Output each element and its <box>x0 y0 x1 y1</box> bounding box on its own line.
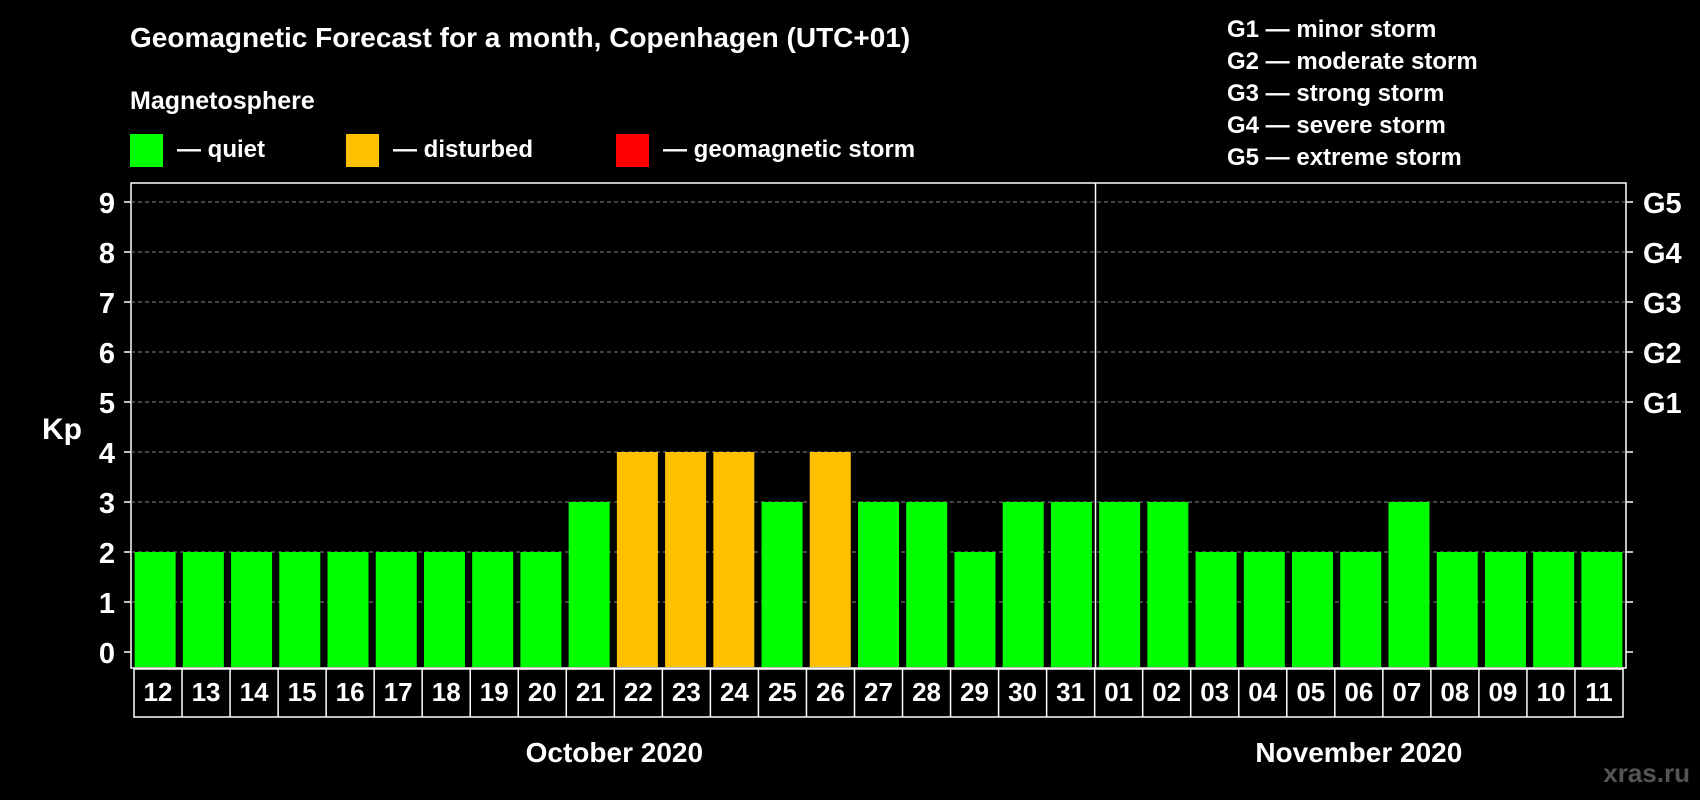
bar <box>1195 552 1237 667</box>
bar <box>1243 552 1285 667</box>
x-tick-label: 31 <box>1056 677 1085 707</box>
bar <box>713 452 755 667</box>
bar <box>520 552 562 667</box>
y-tick-label: 9 <box>99 188 115 220</box>
y-tick-label: 5 <box>99 388 115 420</box>
y-tick-label: 1 <box>99 588 115 620</box>
bar <box>761 502 803 667</box>
bar <box>1388 502 1430 667</box>
x-tick-label: 20 <box>528 677 557 707</box>
x-tick-label: 28 <box>912 677 941 707</box>
x-tick-label: 22 <box>624 677 653 707</box>
bar <box>472 552 514 667</box>
x-tick-label: 08 <box>1440 677 1469 707</box>
right-axis-label: G1 <box>1643 388 1682 420</box>
bar <box>1484 552 1526 667</box>
x-tick-label: 19 <box>480 677 509 707</box>
x-tick-label: 12 <box>144 677 173 707</box>
bar <box>1340 552 1382 667</box>
y-tick-label: 0 <box>99 638 115 670</box>
bar <box>1533 552 1575 667</box>
right-axis-label: G2 <box>1643 338 1682 370</box>
x-tick-label: 03 <box>1200 677 1229 707</box>
bar <box>1436 552 1478 667</box>
bar <box>231 552 273 667</box>
y-axis-label: Kp <box>42 413 82 446</box>
y-tick-label: 6 <box>99 338 115 370</box>
x-tick-label: 18 <box>432 677 461 707</box>
magnetosphere-heading: Magnetosphere <box>130 87 315 115</box>
bar <box>1050 502 1092 667</box>
x-tick-label: 01 <box>1104 677 1133 707</box>
bar <box>954 552 996 667</box>
x-tick-label: 21 <box>576 677 605 707</box>
legend-swatch-storm <box>616 134 649 167</box>
right-axis-label: G3 <box>1643 288 1682 320</box>
date-row-frame <box>133 668 1624 718</box>
x-tick-label: 07 <box>1392 677 1421 707</box>
bar <box>1002 502 1044 667</box>
storm-scale-g2: G2 — moderate storm <box>1227 48 1478 75</box>
bar <box>375 552 417 667</box>
bar <box>1292 552 1334 667</box>
x-tick-label: 13 <box>192 677 221 707</box>
bar <box>1147 502 1189 667</box>
storm-scale-g3: G3 — strong storm <box>1227 80 1444 107</box>
watermark: xras.ru <box>1603 758 1690 788</box>
bar <box>616 452 658 667</box>
month-label: October 2020 <box>526 737 703 768</box>
x-tick-label: 14 <box>240 677 269 707</box>
x-tick-label: 11 <box>1585 677 1613 707</box>
y-tick-label: 8 <box>99 238 115 270</box>
right-axis-label: G5 <box>1643 188 1682 220</box>
bar <box>858 502 899 667</box>
x-tick-label: 05 <box>1296 677 1325 707</box>
x-tick-label: 24 <box>720 677 749 707</box>
legend-label-quiet: — quiet <box>177 136 265 163</box>
y-tick-label: 2 <box>99 538 115 570</box>
x-tick-label: 10 <box>1536 677 1565 707</box>
bar <box>279 552 321 667</box>
chart-title: Geomagnetic Forecast for a month, Copenh… <box>130 22 910 53</box>
right-axis-label: G4 <box>1643 238 1682 270</box>
bar <box>182 552 224 667</box>
legend-label-storm: — geomagnetic storm <box>663 136 915 163</box>
bar <box>906 502 948 667</box>
y-tick-label: 3 <box>99 488 115 520</box>
legend-swatch-quiet <box>130 134 163 167</box>
storm-scale-g1: G1 — minor storm <box>1227 16 1436 43</box>
bar <box>1581 552 1623 667</box>
x-tick-label: 30 <box>1008 677 1037 707</box>
legend-label-disturbed: — disturbed <box>393 136 533 163</box>
legend-swatch-disturbed <box>346 134 379 167</box>
x-tick-label: 26 <box>816 677 845 707</box>
bar <box>568 502 610 667</box>
bar <box>1099 502 1141 667</box>
x-tick-label: 29 <box>960 677 989 707</box>
x-tick-label: 23 <box>672 677 701 707</box>
x-tick-label: 09 <box>1488 677 1517 707</box>
bar <box>665 452 707 667</box>
x-tick-label: 16 <box>336 677 365 707</box>
y-tick-label: 4 <box>99 438 115 470</box>
storm-scale-g4: G4 — severe storm <box>1227 112 1446 139</box>
month-label: November 2020 <box>1255 737 1462 768</box>
storm-scale-g5: G5 — extreme storm <box>1227 144 1462 171</box>
plot-frame <box>130 182 1627 669</box>
bar <box>423 552 465 667</box>
bar <box>327 552 369 667</box>
x-tick-label: 25 <box>768 677 797 707</box>
x-tick-label: 02 <box>1152 677 1181 707</box>
x-tick-label: 04 <box>1248 677 1277 707</box>
bar <box>134 552 176 667</box>
bar <box>809 452 851 667</box>
x-tick-label: 06 <box>1344 677 1373 707</box>
y-tick-label: 7 <box>99 288 115 320</box>
x-tick-label: 17 <box>384 677 413 707</box>
x-tick-label: 27 <box>864 677 893 707</box>
x-tick-label: 15 <box>288 677 317 707</box>
